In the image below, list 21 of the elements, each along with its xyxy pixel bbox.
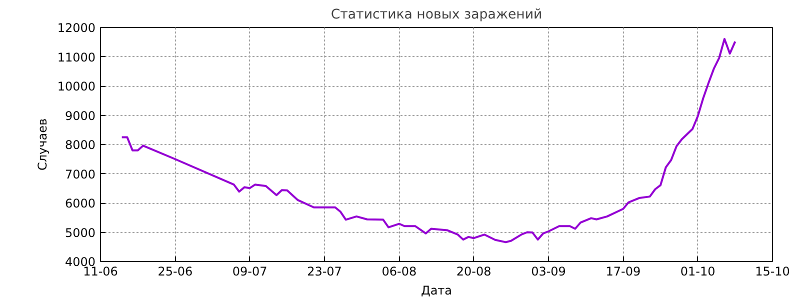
x-axis-title: Дата bbox=[420, 284, 452, 298]
y-tick-label: 8000 bbox=[64, 138, 96, 152]
x-tick-label: 01-10 bbox=[680, 264, 716, 278]
x-tick-label: 15-10 bbox=[755, 264, 790, 278]
y-tick-label: 12000 bbox=[57, 21, 96, 35]
y-tick-label: 11000 bbox=[57, 50, 96, 64]
y-tick-label: 9000 bbox=[64, 108, 96, 123]
y-tick-label: 6000 bbox=[64, 196, 96, 210]
y-axis-title: Случаев bbox=[35, 118, 50, 171]
x-tick-label: 25-06 bbox=[158, 264, 193, 278]
x-tick-label: 09-07 bbox=[232, 264, 268, 278]
y-tick-label: 5000 bbox=[64, 226, 96, 240]
x-tick-label: 20-08 bbox=[456, 264, 492, 278]
y-tick-label: 7000 bbox=[64, 167, 96, 182]
x-tick-label: 23-07 bbox=[307, 264, 342, 278]
x-tick-label: 17-09 bbox=[606, 264, 641, 278]
line-series bbox=[120, 38, 736, 244]
y-tick-label: 10000 bbox=[57, 80, 96, 94]
x-tick-label: 06-08 bbox=[382, 264, 417, 278]
x-tick-label: 03-09 bbox=[531, 264, 566, 278]
chart-title: Статистика новых заражений bbox=[330, 8, 542, 22]
